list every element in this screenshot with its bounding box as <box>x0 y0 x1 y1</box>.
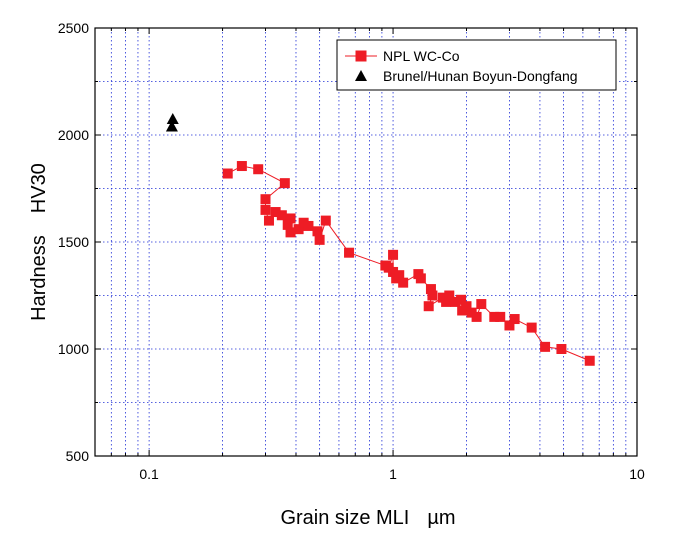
tick-labels: 0.1 1 10 500 1000 1500 2000 2500 <box>58 20 645 482</box>
brunel-point <box>165 120 178 132</box>
x-axis-title: Grain size MLI µm <box>280 507 455 529</box>
npl-point <box>471 311 482 322</box>
npl-point <box>415 273 426 284</box>
npl-point <box>236 161 247 172</box>
legend-marker-npl <box>355 50 367 62</box>
npl-point <box>450 296 461 307</box>
npl-point <box>584 355 595 366</box>
npl-point <box>540 341 551 352</box>
npl-point <box>509 314 520 325</box>
x-tick-label: 10 <box>629 466 645 482</box>
npl-point <box>260 194 271 205</box>
y-tick-label: 500 <box>66 448 90 464</box>
npl-point <box>441 296 452 307</box>
npl-point <box>504 320 515 331</box>
y-tick-label: 2000 <box>58 127 89 143</box>
npl-point <box>312 226 323 237</box>
npl-point <box>394 270 405 281</box>
npl-point <box>526 322 537 333</box>
npl-point <box>293 224 304 235</box>
npl-point <box>388 266 399 277</box>
npl-point <box>263 215 274 226</box>
npl-point <box>461 301 472 312</box>
legend-marker-brunel <box>355 70 367 81</box>
legend-label-brunel: Brunel/Hunan Boyun-Dongfang <box>383 68 578 84</box>
y-tick-label: 1000 <box>58 341 89 357</box>
npl-point <box>303 220 314 231</box>
grid-lines <box>95 28 637 456</box>
npl-point <box>285 227 296 238</box>
legend-label-npl: NPL WC-Co <box>383 48 460 64</box>
npl-point <box>425 284 436 295</box>
npl-point <box>270 207 281 218</box>
npl-point <box>344 247 355 258</box>
npl-point <box>398 277 409 288</box>
npl-point <box>476 299 487 310</box>
npl-point <box>314 234 325 245</box>
npl-point <box>556 344 567 354</box>
y-axis-title: HardnessHV30 <box>28 163 50 321</box>
npl-point <box>320 215 331 226</box>
legend-box <box>336 39 617 91</box>
npl-point <box>222 168 233 179</box>
data-markers <box>165 112 595 366</box>
x-tick-label: 0.1 <box>139 466 159 482</box>
npl-point <box>253 164 264 175</box>
npl-point <box>456 294 467 305</box>
y-tick-label: 1500 <box>58 234 89 250</box>
npl-point <box>279 178 290 189</box>
npl-point <box>276 210 287 221</box>
y-tick-label: 2500 <box>58 20 89 36</box>
npl-point <box>489 311 500 322</box>
npl-point <box>285 213 296 224</box>
npl-point <box>388 249 399 260</box>
brunel-point <box>166 112 179 124</box>
axis-ticks <box>94 27 638 457</box>
legend: NPL WC-Co Brunel/Hunan Boyun-Dongfang <box>336 39 617 91</box>
npl-point <box>423 301 434 312</box>
npl-point <box>282 219 293 230</box>
npl-point <box>444 290 455 301</box>
npl-point <box>260 204 271 215</box>
npl-point <box>427 290 438 301</box>
npl-point <box>495 311 506 322</box>
x-tick-label: 1 <box>389 466 397 482</box>
